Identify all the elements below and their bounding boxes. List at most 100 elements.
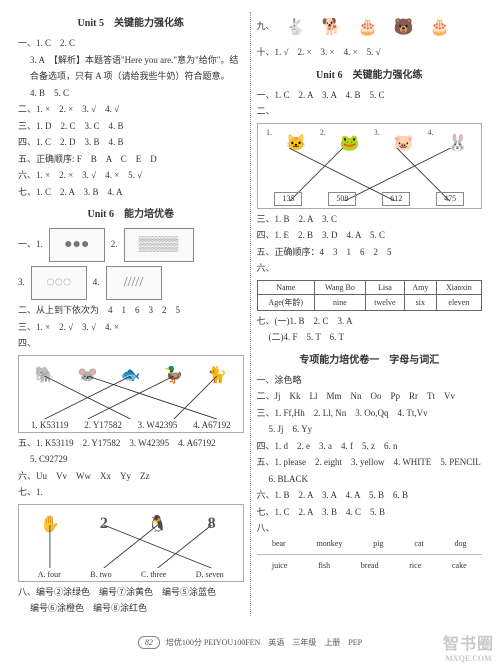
special-title: 专项能力培优卷一 字母与词汇 [257, 351, 483, 366]
answer-line: 五、1. K53119 2. Y17582 3. W42395 4. A6719… [18, 437, 244, 451]
number-label: 508 [328, 192, 356, 206]
answer-line: 三、1. × 2. √ 3. √ 4. × [18, 321, 244, 335]
unit5-title: Unit 5 关键能力强化练 [18, 14, 244, 29]
animal-icon: 🐕 [317, 12, 347, 42]
label: 一、1. [18, 238, 43, 252]
image-row: 一、1. ●●● 2. ▒▒▒▒ [18, 228, 244, 262]
unit6a-title: Unit 6 能力培优卷 [18, 205, 244, 220]
match-label: 2. Y17582 [84, 420, 122, 430]
image-row: 3. ◌◌◌ 4. ///// [18, 266, 244, 300]
answer-line: 四、1. C 2. D 3. B 4. B [18, 136, 244, 150]
answer-line: 六、 [257, 262, 483, 276]
answer-line: 4. B 5. C [18, 87, 244, 101]
answer-line: 二、 [257, 105, 483, 119]
table-cell: nine [315, 294, 366, 310]
answer-line: 5. C92729 [18, 453, 244, 467]
answer-line: 三、1. Ff,Hh 2. Ll, Nn 3. Oo,Qq 4. Tt,Vv [257, 407, 483, 421]
answer-line: 四、1. E 2. B 3. D 4. A 5. C [257, 229, 483, 243]
match-label: D. seven [196, 570, 224, 579]
sketch-icon: ●●● [49, 228, 105, 262]
match-label: 1. K53119 [31, 420, 69, 430]
table-cell: eleven [436, 294, 481, 310]
answer-line: 四、1. d 2. e 3. a 4. f 5. z 6. n [257, 440, 483, 454]
image-row: 九、 🐇 🐕 🎂 🐻 🎂 [257, 12, 483, 42]
match-label: 3. W42395 [138, 420, 178, 430]
word-row: juice fish bread rice cake [257, 561, 483, 570]
label: 4. [93, 276, 100, 290]
footer-text: 培优100分 PEIYOU100FEN 英语 三年级 上册 PEP [166, 638, 362, 647]
match-label: A. four [38, 570, 61, 579]
answer-line: 七、1. C 2. A 3. B 4. C 5. B [257, 506, 483, 520]
label: 九、 [257, 20, 275, 34]
answer-line: 二、从上到下依次为 4 1 6 3 2 5 [18, 304, 244, 318]
word: pig [373, 539, 383, 548]
table-cell: Name [257, 280, 315, 294]
matching-diagram: ✋ 2 🐧 8 A. four B. two C. three D. seven [18, 504, 244, 582]
answer-line: 五、1. please 2. eight 3. yellow 4. WHITE … [257, 456, 483, 470]
answer-line: 六、Uu Vv Ww Xx Yy Zz [18, 470, 244, 484]
answer-line: 编号⑥涂橙色 编号⑧涂红色 [18, 602, 244, 616]
unit6b-title: Unit 6 关键能力强化练 [257, 66, 483, 81]
word-row: bear monkey pig cat dog [257, 539, 483, 548]
matching-diagram: 1. 🐱 2. 🐸 3. 🐷 4. 🐰 135 508 612 475 [257, 123, 483, 209]
answer-line: 十、1. √ 2. × 3. × 4. × 5. √ [257, 46, 483, 60]
answer-line: 八、编号②涂绿色 编号⑦涂黄色 编号⑤涂蓝色 [18, 586, 244, 600]
word: dog [455, 539, 467, 548]
match-lines-icon [23, 376, 238, 419]
answer-line: 二、Jj Kk Ll Mm Nn Oo Pp Rr Tt Vv [257, 390, 483, 404]
table-cell: Age(年龄) [257, 294, 315, 310]
animal-icon: 🐇 [281, 12, 311, 42]
word: bread [361, 561, 379, 570]
answer-line: 四、 [18, 337, 244, 351]
cake-icon: 🎂 [353, 12, 383, 42]
answer-line: 五、正确顺序：4 3 1 6 2 5 [257, 246, 483, 260]
answer-line: 六、1. × 2. × 3. √ 4. × 5. √ [18, 169, 244, 183]
sketch-icon: ▒▒▒▒ [124, 228, 194, 262]
table-cell: Xiaoxin [436, 280, 481, 294]
sketch-icon: ///// [106, 266, 162, 300]
animal-icon: 🐻 [389, 12, 419, 42]
cake-icon: 🎂 [425, 12, 455, 42]
page-columns: Unit 5 关键能力强化练 一、1. C 2. C 3. A 【解析】本题答语… [0, 0, 500, 620]
answer-line: 三、1. B 2. A 3. C [257, 213, 483, 227]
answer-line: (二)4. F 5. T 6. T [257, 331, 483, 345]
answer-line: 五、正确顺序: F B A C E D [18, 153, 244, 167]
answer-line: 3. A 【解析】本题答语"Here you are."意为"给你"。结 [18, 54, 244, 68]
watermark-sub: MXQE.COM [443, 654, 494, 663]
word: cake [452, 561, 467, 570]
watermark: 智书圈 MXQE.COM [443, 630, 494, 663]
answer-line: 七、(一)1. B 2. C 3. A [257, 315, 483, 329]
page-footer: 82 培优100分 PEIYOU100FEN 英语 三年级 上册 PEP [0, 636, 500, 649]
answer-line: 八、 [257, 522, 483, 536]
word: bear [272, 539, 286, 548]
age-table: Name Wang Bo Lisa Amy Xiaoxin Age(年龄) ni… [257, 280, 483, 311]
answer-line: 七、1. [18, 486, 244, 500]
table-cell: twelve [365, 294, 404, 310]
match-lines-icon [23, 525, 238, 568]
page-number: 82 [138, 636, 160, 649]
left-column: Unit 5 关键能力强化练 一、1. C 2. C 3. A 【解析】本题答语… [12, 8, 250, 620]
match-label: B. two [90, 570, 111, 579]
answer-line: 6. BLACK [257, 473, 483, 487]
number-label: 612 [382, 192, 410, 206]
label: 3. [18, 276, 25, 290]
label: 2. [111, 238, 118, 252]
answer-line: 七、1. C 2. A 3. B 4. A [18, 186, 244, 200]
table-cell: Amy [404, 280, 436, 294]
separator [257, 554, 483, 555]
number-label: 135 [274, 192, 302, 206]
answer-line: 一、涂色略 [257, 374, 483, 388]
match-bottom-row: 1. K53119 2. Y17582 3. W42395 4. A67192 [23, 420, 239, 430]
right-column: 九、 🐇 🐕 🎂 🐻 🎂 十、1. √ 2. × 3. × 4. × 5. √ … [251, 8, 489, 620]
table-row: Name Wang Bo Lisa Amy Xiaoxin [257, 280, 482, 294]
table-cell: Lisa [365, 280, 404, 294]
match-label: 4. A67192 [193, 420, 231, 430]
watermark-main: 智书圈 [443, 636, 494, 653]
word: rice [409, 561, 421, 570]
number-label: 475 [436, 192, 464, 206]
matching-diagram: 🐘 🐭 🐟 🦆 🐈 1. K53119 2. Y17582 3. W42395 … [18, 355, 244, 433]
word: fish [318, 561, 330, 570]
match-bottom-row: A. four B. two C. three D. seven [23, 570, 239, 579]
table-cell: Wang Bo [315, 280, 366, 294]
answer-line: 5. Jj 6. Yy [257, 423, 483, 437]
